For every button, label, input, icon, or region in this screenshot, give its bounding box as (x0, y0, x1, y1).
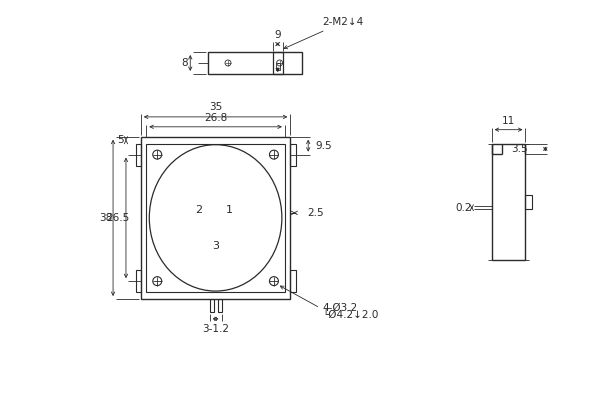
Text: 5: 5 (116, 135, 124, 145)
Text: 26.5: 26.5 (106, 213, 130, 223)
Bar (272, 52, 283, 74)
Text: 9.5: 9.5 (315, 141, 332, 151)
Bar (136, 144, 141, 166)
Text: 2: 2 (195, 205, 202, 215)
Text: 3.5: 3.5 (511, 144, 527, 154)
Text: 9: 9 (274, 30, 281, 40)
Text: 2-M2↓4: 2-M2↓4 (284, 17, 364, 49)
Bar (136, 270, 141, 292)
Text: 35: 35 (209, 102, 222, 112)
Bar (141, 137, 290, 299)
Text: 26.8: 26.8 (204, 113, 227, 123)
Bar (209, 299, 214, 312)
Text: 0.2: 0.2 (455, 203, 472, 213)
Polygon shape (276, 68, 279, 71)
Bar (275, 63, 280, 70)
Text: └Ø4.2↓2.0: └Ø4.2↓2.0 (322, 310, 379, 320)
Text: 1: 1 (226, 205, 233, 215)
Bar (146, 144, 285, 292)
Bar (290, 270, 296, 292)
Text: 3-1.2: 3-1.2 (202, 324, 229, 334)
Bar (491, 144, 526, 260)
Text: 8: 8 (181, 58, 188, 68)
Text: 4-Ø3.2: 4-Ø3.2 (322, 303, 358, 313)
Bar (290, 144, 296, 166)
Text: 11: 11 (502, 116, 515, 126)
Bar (526, 195, 532, 209)
Text: 2.5: 2.5 (308, 208, 324, 218)
Bar (208, 52, 302, 74)
Bar (218, 299, 221, 312)
Text: 3: 3 (212, 241, 219, 251)
Text: 38: 38 (100, 213, 113, 223)
